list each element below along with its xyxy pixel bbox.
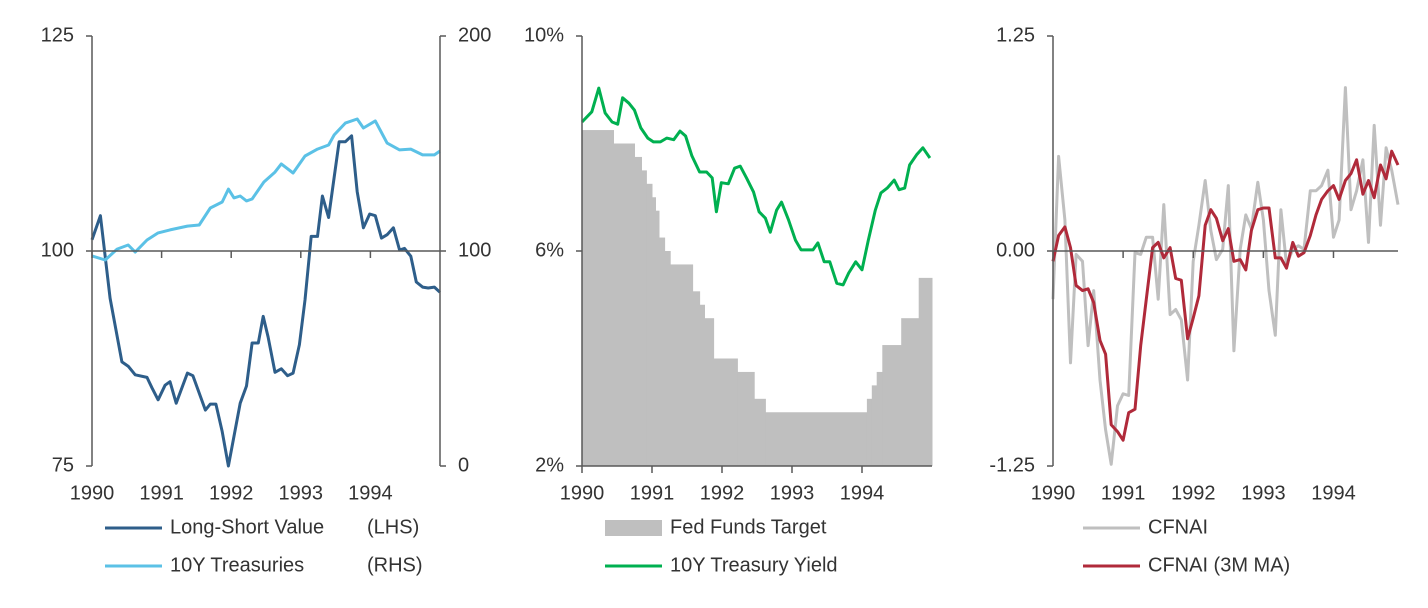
y-tick-label: 125 bbox=[41, 24, 74, 46]
step-bar bbox=[670, 264, 694, 466]
x-tick-label: 1993 bbox=[279, 482, 324, 504]
x-tick-label: 1993 bbox=[1241, 482, 1286, 504]
series-line bbox=[1051, 149, 1400, 442]
legend-swatch bbox=[605, 520, 662, 536]
x-tick-label: 1991 bbox=[1101, 482, 1146, 504]
panel: CFNAI CFNAI (3M MA) -1.25 0.00 1.25 1990 1991 1… bbox=[989, 24, 1400, 576]
x-tick-label: 1994 bbox=[1311, 482, 1356, 504]
y2-tick-label: 0 bbox=[458, 454, 469, 476]
step-bar bbox=[659, 237, 666, 466]
y2-tick-label: 200 bbox=[458, 24, 491, 46]
series-line bbox=[90, 134, 442, 468]
step-bar bbox=[871, 385, 878, 466]
y-tick-label: 0.00 bbox=[996, 239, 1035, 261]
step-bar bbox=[901, 318, 920, 466]
legend-label: Fed Funds Target bbox=[670, 516, 827, 538]
step-bar bbox=[704, 318, 715, 466]
step-bar bbox=[882, 345, 902, 466]
legend-note: (RHS) bbox=[367, 554, 423, 576]
step-bar bbox=[641, 170, 647, 466]
x-tick-label: 1991 bbox=[139, 482, 184, 504]
y-tick-label: 10% bbox=[524, 24, 564, 46]
y-tick-label: -1.25 bbox=[989, 454, 1035, 476]
x-tick-label: 1990 bbox=[1031, 482, 1076, 504]
x-tick-label: 1994 bbox=[348, 482, 393, 504]
x-tick-label: 1994 bbox=[840, 482, 885, 504]
step-bar bbox=[582, 130, 614, 466]
step-bar bbox=[866, 398, 873, 466]
step-bar bbox=[652, 197, 656, 466]
y-tick-label: 75 bbox=[52, 454, 74, 476]
y-tick-label: 2% bbox=[535, 454, 564, 476]
legend-label: CFNAI bbox=[1148, 516, 1208, 538]
panel: Long-Short Value (LHS) 10Y Treasuries (RHS)… bbox=[41, 24, 492, 576]
series-line bbox=[1051, 86, 1400, 466]
x-tick-label: 1990 bbox=[560, 482, 605, 504]
step-bar bbox=[754, 398, 766, 466]
legend-label: CFNAI (3M MA) bbox=[1148, 554, 1290, 576]
y-tick-label: 6% bbox=[535, 239, 564, 261]
legend-label: 10Y Treasuries bbox=[170, 554, 304, 576]
x-tick-label: 1992 bbox=[1171, 482, 1216, 504]
step-bar bbox=[634, 156, 642, 466]
y-tick-label: 100 bbox=[41, 239, 74, 261]
series-line bbox=[91, 117, 441, 262]
x-tick-label: 1992 bbox=[209, 482, 254, 504]
step-bar bbox=[918, 277, 933, 466]
y2-tick-label: 100 bbox=[458, 239, 491, 261]
step-bar bbox=[613, 143, 635, 466]
step-bar bbox=[664, 251, 671, 466]
x-tick-label: 1991 bbox=[630, 482, 675, 504]
step-bar bbox=[692, 291, 701, 466]
x-tick-label: 1992 bbox=[700, 482, 745, 504]
legend-note: (LHS) bbox=[367, 516, 419, 538]
step-bar bbox=[646, 183, 653, 466]
step-bar bbox=[765, 412, 868, 466]
legend-label: Long-Short Value bbox=[170, 516, 324, 538]
x-tick-label: 1990 bbox=[70, 482, 115, 504]
x-tick-label: 1993 bbox=[770, 482, 815, 504]
step-bar bbox=[876, 371, 883, 466]
step-bar bbox=[699, 304, 705, 466]
series-line bbox=[580, 86, 932, 287]
y-tick-label: 1.25 bbox=[996, 24, 1035, 46]
step-bar bbox=[713, 358, 738, 466]
legend-label: 10Y Treasury Yield bbox=[670, 554, 838, 576]
panel: Fed Funds Target 10Y Treasury Yield 2% 6% 10… bbox=[524, 24, 933, 576]
step-bar bbox=[655, 210, 660, 466]
step-bar bbox=[737, 371, 755, 466]
